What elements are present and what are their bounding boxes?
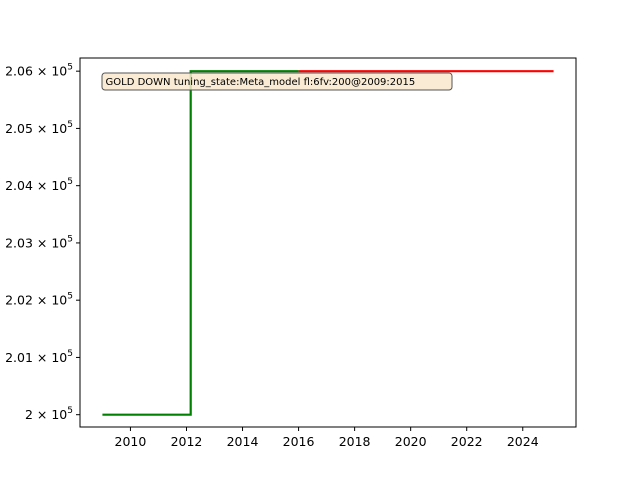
y-tick-label: 2.01 × 105: [5, 349, 73, 365]
y-axis: 2 × 105 2.01 × 105 2.02 × 105 2.03 × 105 2.0…: [5, 63, 80, 422]
y-tick-label: 2.03 × 105: [5, 234, 73, 250]
x-tick-label: 2022: [451, 434, 483, 449]
series-layer: [102, 70, 554, 416]
x-tick-label: 2018: [339, 434, 371, 449]
x-tick-label: 2012: [171, 434, 203, 449]
annotation-text: GOLD DOWN tuning_state:Meta_model fl:6fv…: [106, 77, 416, 88]
y-tick-label: 2.06 × 105: [5, 63, 73, 79]
y-tick-label: 2 × 105: [25, 406, 73, 422]
y-tick-label: 2.04 × 105: [5, 177, 73, 193]
x-tick-label: 2010: [115, 434, 147, 449]
x-tick-label: 2014: [227, 434, 259, 449]
x-tick-label: 2020: [395, 434, 427, 449]
x-tick-label: 2016: [283, 434, 315, 449]
annotation-box-background: [101, 72, 453, 91]
annotation-box: GOLD DOWN tuning_state:Meta_model fl:6fv…: [101, 72, 453, 91]
y-tick-label: 2.02 × 105: [5, 292, 73, 308]
y-tick-label: 2.05 × 105: [5, 120, 73, 136]
x-tick-label: 2024: [507, 434, 539, 449]
series-line-1: [102, 70, 299, 416]
x-axis: 2010 2012 2014 2016 2018 2020 2022 2024: [115, 427, 539, 449]
